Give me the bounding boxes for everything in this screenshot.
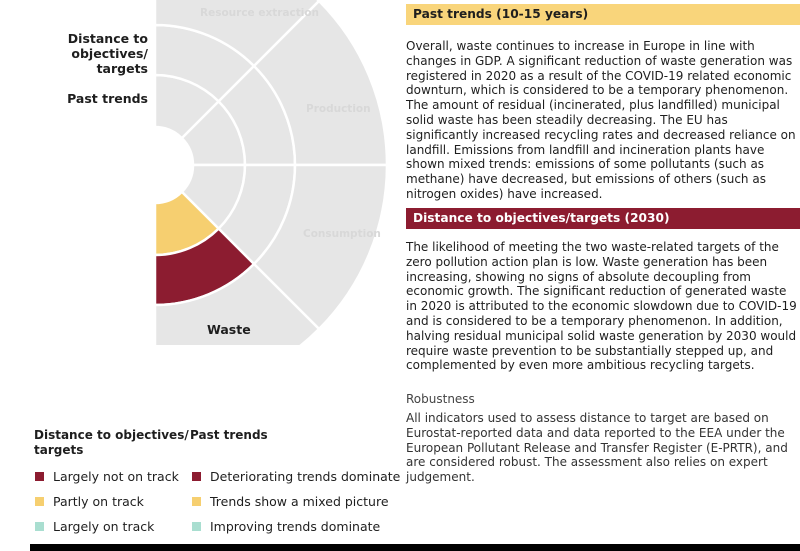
robustness-title: Robustness xyxy=(406,392,475,406)
legend-item-largely-on-track: Largely on track xyxy=(35,519,154,534)
legend-item-improving: Improving trends dominate xyxy=(192,519,380,534)
legend-past-title: Past trends xyxy=(190,428,268,442)
segment-label-consumption: Consumption xyxy=(303,228,381,240)
past-trends-text: Overall, waste continues to increase in … xyxy=(406,39,796,201)
robustness-text: All indicators used to assess distance t… xyxy=(406,411,788,485)
legend-distance-title: Distance to objectives/ targets xyxy=(34,428,189,457)
legend-item-deteriorating: Deteriorating trends dominate xyxy=(192,469,400,484)
swatch-icon xyxy=(192,497,201,506)
segment-label-production: Production xyxy=(306,103,371,115)
wheel-waste-ring-3 xyxy=(153,262,321,345)
ring-label-distance: Distance to objectives/ targets xyxy=(67,31,148,76)
segment-label-resource-extraction: Resource extraction xyxy=(200,7,320,19)
legend-item-largely-not-on-track: Largely not on track xyxy=(35,469,179,484)
segment-label-waste: Waste xyxy=(207,322,251,337)
lifecycle-wheel xyxy=(153,0,389,345)
swatch-icon xyxy=(192,522,201,531)
legend-item-mixed: Trends show a mixed picture xyxy=(192,494,389,509)
ring-label-past-trends: Past trends xyxy=(67,91,148,106)
swatch-icon xyxy=(192,472,201,481)
swatch-icon xyxy=(35,522,44,531)
distance-text: The likelihood of meeting the two waste-… xyxy=(406,240,797,373)
bottom-bar xyxy=(30,544,800,551)
swatch-icon xyxy=(35,472,44,481)
legend-item-partly-on-track: Partly on track xyxy=(35,494,144,509)
swatch-icon xyxy=(35,497,44,506)
distance-band: Distance to objectives/targets (2030) xyxy=(406,208,800,229)
past-trends-band: Past trends (10-15 years) xyxy=(406,4,800,25)
